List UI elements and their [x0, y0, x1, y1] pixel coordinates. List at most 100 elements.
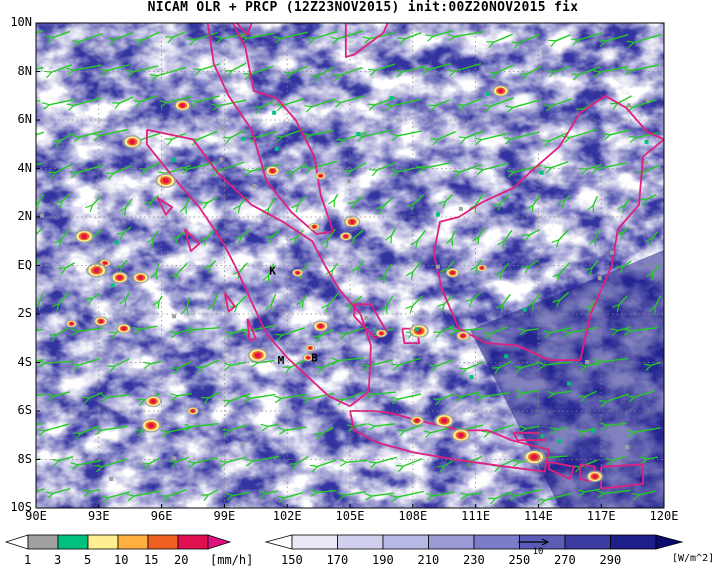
wind-vector [345, 326, 368, 334]
wind-vector [391, 98, 421, 106]
precip-intense [295, 271, 300, 275]
wind-vector [337, 357, 365, 361]
station-marker: B [311, 352, 318, 365]
precip-intense [530, 454, 538, 460]
wind-vector [655, 295, 661, 308]
wind-vector [428, 63, 451, 70]
wind-vector [193, 328, 220, 330]
wind-vector [200, 63, 221, 70]
lat-label: 8N [17, 63, 32, 78]
lat-label: 8S [17, 451, 32, 466]
wind-vector [391, 228, 397, 237]
wind-vector [133, 490, 161, 497]
precip-colorbar-bin [27, 534, 59, 550]
wind-vector [368, 359, 393, 366]
precip-speck [624, 445, 629, 450]
olr-colorbar-bin [382, 534, 429, 550]
wind-vector [607, 423, 627, 425]
lon-label: 90E [25, 509, 47, 523]
precip-level-label: 3 [54, 553, 62, 567]
wind-vector [197, 95, 220, 102]
wind-vector [440, 393, 455, 400]
wind-vector [229, 393, 251, 402]
wind-vector [459, 163, 482, 172]
olr-colorbar-bin [473, 534, 520, 550]
wind-vector [624, 197, 631, 206]
wind-vector [515, 488, 542, 496]
wind-vector [59, 132, 74, 141]
wind-vector [36, 131, 45, 136]
precip-intense [81, 233, 88, 239]
wind-vector [297, 196, 306, 206]
lat-label: 4S [17, 354, 32, 369]
wind-vector [396, 490, 424, 497]
wind-vector [280, 393, 307, 398]
wind-vector [622, 260, 632, 267]
wind-vector [556, 427, 569, 429]
wind-vector [423, 162, 451, 169]
wind-vector [522, 389, 540, 394]
wind-vector [65, 262, 75, 268]
wind-vector [281, 327, 306, 336]
wind-vector [77, 327, 104, 332]
precip-speck [172, 157, 177, 162]
wind-vector [465, 130, 485, 138]
wind-vector [255, 130, 277, 137]
olr-colorbar-bin [428, 534, 475, 550]
precip-speck [585, 359, 590, 364]
wind-vector [412, 260, 422, 273]
lat-label: 10N [10, 15, 32, 29]
precip-intense [592, 474, 598, 479]
wind-vector [222, 32, 250, 38]
wind-vector [490, 97, 514, 107]
precip-intense [191, 409, 195, 413]
wind-vector [39, 293, 44, 304]
precip-speck [110, 283, 115, 288]
wind-vector [529, 228, 540, 235]
lon-label: 96E [150, 509, 173, 523]
wind-vector [375, 63, 396, 71]
wind-vector [653, 263, 661, 274]
precip-intense [450, 271, 455, 275]
axis-ticks [35, 22, 665, 509]
wind-vector [236, 295, 247, 306]
wind-vector [185, 198, 190, 208]
precip-speck [414, 327, 419, 332]
wind-vector [318, 66, 335, 76]
wind-vector [139, 325, 158, 330]
wind-vector [623, 226, 630, 233]
wind-vector [402, 458, 423, 467]
wind-vector [646, 457, 658, 459]
precip-speck [435, 264, 440, 269]
wind-vector [311, 98, 336, 107]
precip-speck [626, 103, 631, 108]
wind-vector [463, 98, 482, 106]
wind-vector [232, 491, 251, 495]
wind-vector [454, 62, 482, 72]
precip-intense [441, 418, 448, 424]
precip-speck [485, 91, 490, 96]
wind-vector [440, 325, 455, 333]
coastline [223, 291, 236, 313]
wind-vector [579, 459, 598, 467]
wind-vector [58, 292, 70, 305]
precip-intense [414, 418, 420, 423]
wind-vector [577, 32, 603, 41]
wind-vector [550, 326, 572, 332]
wind-vector [250, 65, 274, 75]
wind-vector [207, 488, 219, 496]
wind-vector [79, 32, 104, 41]
wind-vector [58, 456, 74, 461]
wind-vector [44, 423, 70, 431]
wind-vector [172, 30, 187, 37]
wind-vector [272, 229, 281, 237]
wind-vector [544, 492, 573, 500]
wind-vector [609, 129, 630, 135]
wind-vector [369, 32, 395, 39]
wind-vector [284, 491, 304, 498]
lat-label: 6N [17, 112, 32, 126]
wind-vector [268, 197, 276, 209]
wind-vector [605, 33, 629, 42]
map-title: NICAM OLR + PRCP (12Z23NOV2015) init:00Z… [147, 0, 579, 15]
precip-intense [379, 331, 384, 335]
